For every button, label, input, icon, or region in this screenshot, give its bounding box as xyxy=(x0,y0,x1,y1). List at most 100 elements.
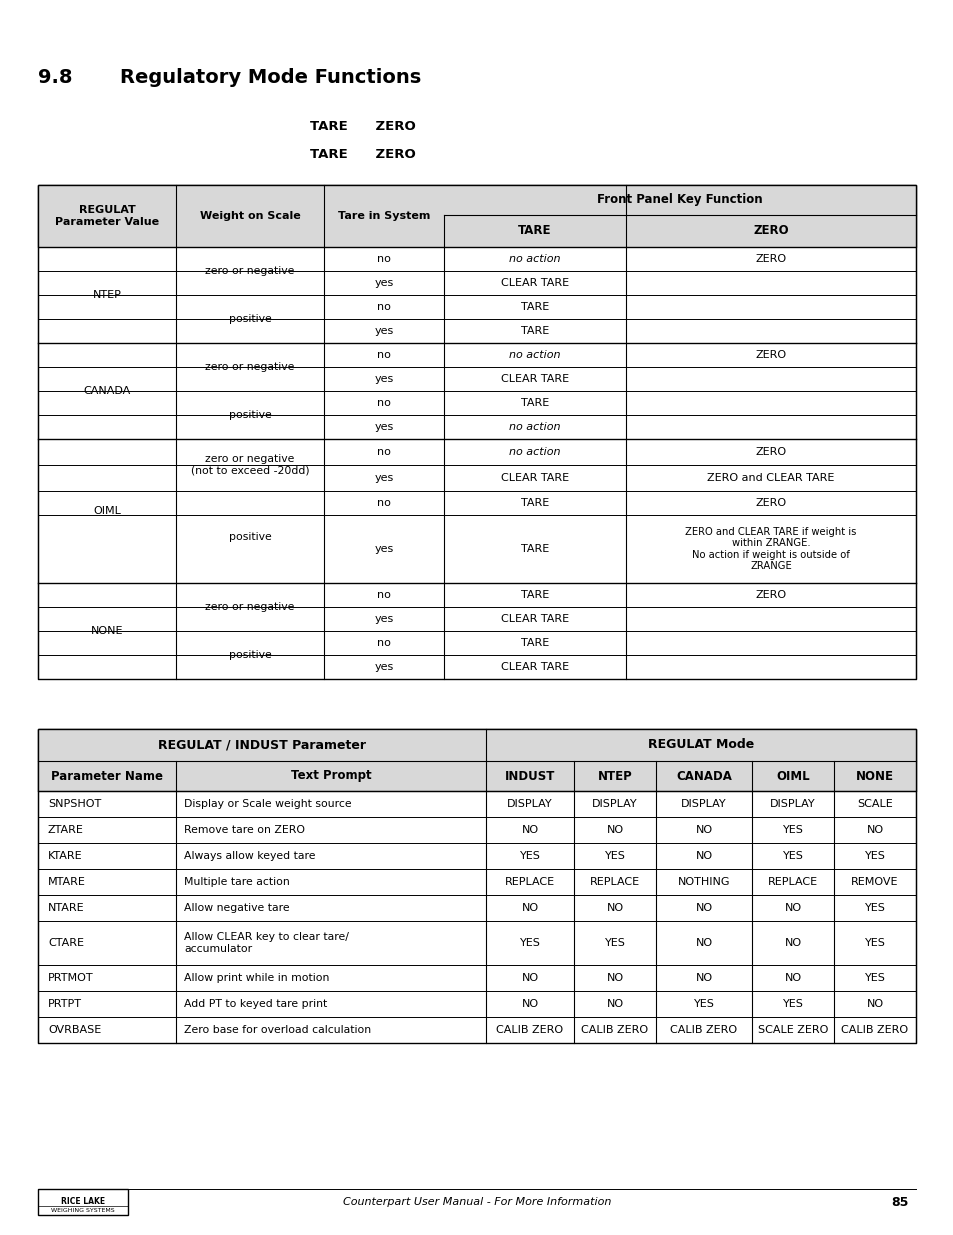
Text: ZERO: ZERO xyxy=(753,225,788,237)
Text: REPLACE: REPLACE xyxy=(589,877,639,887)
Text: yes: yes xyxy=(374,614,394,624)
Text: NO: NO xyxy=(695,973,712,983)
Text: no: no xyxy=(376,590,391,600)
Text: Zero base for overload calculation: Zero base for overload calculation xyxy=(184,1025,371,1035)
Text: yes: yes xyxy=(374,278,394,288)
Text: Allow print while in motion: Allow print while in motion xyxy=(184,973,329,983)
Text: CALIB ZERO: CALIB ZERO xyxy=(670,1025,737,1035)
Text: OIML: OIML xyxy=(776,769,809,783)
Text: Weight on Scale: Weight on Scale xyxy=(199,211,300,221)
Text: YES: YES xyxy=(604,939,625,948)
Text: REPLACE: REPLACE xyxy=(767,877,818,887)
Text: NO: NO xyxy=(695,903,712,913)
Text: NO: NO xyxy=(783,903,801,913)
Text: YES: YES xyxy=(863,851,884,861)
Text: ZERO: ZERO xyxy=(755,447,785,457)
Text: NO: NO xyxy=(606,825,623,835)
Text: NTEP: NTEP xyxy=(597,769,632,783)
Text: YES: YES xyxy=(863,903,884,913)
Text: NO: NO xyxy=(606,999,623,1009)
Text: REGULAT Mode: REGULAT Mode xyxy=(647,739,753,752)
Text: NO: NO xyxy=(865,999,882,1009)
Bar xyxy=(38,729,915,790)
Text: Multiple tare action: Multiple tare action xyxy=(184,877,290,887)
Text: no: no xyxy=(376,498,391,508)
Bar xyxy=(751,761,833,790)
Text: TARE: TARE xyxy=(520,303,549,312)
Text: NO: NO xyxy=(865,825,882,835)
Bar xyxy=(625,215,915,247)
Bar xyxy=(38,185,175,247)
Text: yes: yes xyxy=(374,662,394,672)
Bar xyxy=(324,185,443,247)
Text: no action: no action xyxy=(509,254,560,264)
Text: ZERO: ZERO xyxy=(755,350,785,359)
Bar xyxy=(175,761,485,790)
Bar xyxy=(485,729,915,761)
Text: no action: no action xyxy=(509,350,560,359)
Text: ZERO: ZERO xyxy=(755,590,785,600)
Text: Tare in System: Tare in System xyxy=(337,211,430,221)
Text: SCALE ZERO: SCALE ZERO xyxy=(757,1025,827,1035)
Text: NO: NO xyxy=(695,851,712,861)
Bar xyxy=(485,761,574,790)
Text: DISPLAY: DISPLAY xyxy=(507,799,552,809)
Text: PRTPT: PRTPT xyxy=(48,999,82,1009)
Text: positive: positive xyxy=(229,650,271,659)
Text: TARE: TARE xyxy=(520,638,549,648)
Text: SNPSHOT: SNPSHOT xyxy=(48,799,101,809)
Text: ZERO: ZERO xyxy=(755,254,785,264)
Text: NONE: NONE xyxy=(855,769,893,783)
Text: NO: NO xyxy=(521,825,538,835)
Text: YES: YES xyxy=(519,851,539,861)
Bar xyxy=(38,729,915,1044)
Text: TARE      ZERO: TARE ZERO xyxy=(310,120,416,133)
Text: Parameter Name: Parameter Name xyxy=(51,769,163,783)
Text: no: no xyxy=(376,447,391,457)
Text: NO: NO xyxy=(695,825,712,835)
Text: YES: YES xyxy=(781,851,802,861)
Text: Regulatory Mode Functions: Regulatory Mode Functions xyxy=(120,68,421,86)
Text: ZTARE: ZTARE xyxy=(48,825,84,835)
Text: TARE: TARE xyxy=(520,590,549,600)
Text: no: no xyxy=(376,638,391,648)
Text: zero or negative: zero or negative xyxy=(205,362,294,372)
Text: Text Prompt: Text Prompt xyxy=(291,769,371,783)
Text: OVRBASE: OVRBASE xyxy=(48,1025,101,1035)
Text: ZERO and CLEAR TARE: ZERO and CLEAR TARE xyxy=(706,473,834,483)
Text: YES: YES xyxy=(519,939,539,948)
Text: TARE: TARE xyxy=(517,225,551,237)
Text: OIML: OIML xyxy=(93,506,121,516)
Text: CTARE: CTARE xyxy=(48,939,84,948)
Text: positive: positive xyxy=(229,410,271,420)
Text: zero or negative: zero or negative xyxy=(205,601,294,613)
Text: CLEAR TARE: CLEAR TARE xyxy=(500,473,569,483)
Text: CLEAR TARE: CLEAR TARE xyxy=(500,374,569,384)
Text: no: no xyxy=(376,254,391,264)
Text: TARE      ZERO: TARE ZERO xyxy=(310,148,416,161)
Text: CALIB ZERO: CALIB ZERO xyxy=(580,1025,648,1035)
Text: positive: positive xyxy=(229,532,271,542)
Text: zero or negative
(not to exceed -20dd): zero or negative (not to exceed -20dd) xyxy=(191,454,309,475)
Bar xyxy=(443,185,915,215)
Text: ZERO: ZERO xyxy=(755,498,785,508)
Text: Display or Scale weight source: Display or Scale weight source xyxy=(184,799,352,809)
Text: yes: yes xyxy=(374,326,394,336)
Text: yes: yes xyxy=(374,422,394,432)
Text: WEIGHING SYSTEMS: WEIGHING SYSTEMS xyxy=(51,1208,114,1213)
Text: CLEAR TARE: CLEAR TARE xyxy=(500,614,569,624)
Bar xyxy=(38,1189,128,1215)
Text: YES: YES xyxy=(604,851,625,861)
Text: yes: yes xyxy=(374,374,394,384)
Text: INDUST: INDUST xyxy=(504,769,555,783)
Text: NO: NO xyxy=(521,903,538,913)
Bar xyxy=(38,761,175,790)
Text: YES: YES xyxy=(863,939,884,948)
Text: no action: no action xyxy=(509,447,560,457)
Text: Counterpart User Manual - For More Information: Counterpart User Manual - For More Infor… xyxy=(342,1197,611,1207)
Text: YES: YES xyxy=(863,973,884,983)
Text: CANADA: CANADA xyxy=(83,387,131,396)
Bar xyxy=(656,761,751,790)
Text: REMOVE: REMOVE xyxy=(850,877,898,887)
Text: TARE: TARE xyxy=(520,498,549,508)
